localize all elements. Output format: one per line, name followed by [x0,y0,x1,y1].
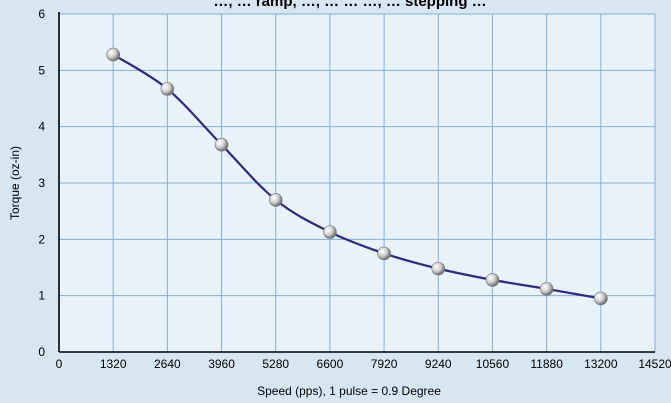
grid-lines [59,13,656,352]
x-tick-label: 10560 [476,357,510,371]
data-point-marker [268,193,283,207]
data-point-markers [106,47,608,306]
data-point-marker [106,47,120,62]
y-tick-label: 0 [38,345,45,359]
x-tick-label: 1320 [100,357,127,371]
x-tick-label: 13200 [584,357,618,371]
x-tick-label: 14520 [638,357,671,371]
y-tick-labels: 0 1 2 3 4 5 6 [38,7,45,359]
data-point-marker [377,246,391,261]
axes [58,12,655,353]
y-tick-label: 5 [38,63,45,77]
x-tick-label: 11880 [530,357,563,371]
x-tick-label: 7920 [371,357,398,371]
data-point-marker [323,225,337,239]
x-tick-label: 5280 [262,357,289,371]
x-tick-labels: 0 1320 2640 3960 5280 6600 7920 9240 10560 11880 1… [56,357,671,371]
y-tick-label: 4 [38,120,45,134]
data-point-marker [594,291,608,306]
y-tick-label: 3 [38,176,45,190]
chart-title: …, … ramp, …, … … …, … stepping … [213,0,486,10]
data-point-marker [214,137,229,152]
x-tick-label: 6600 [317,357,344,371]
x-tick-label: 9240 [425,357,452,371]
data-point-marker [431,261,446,276]
data-point-marker [539,282,554,296]
data-point-marker [160,82,175,96]
x-tick-label: 2640 [154,357,181,371]
x-tick-label: 3960 [208,357,235,371]
y-tick-label: 1 [38,289,45,303]
y-tick-label: 6 [38,7,45,21]
torque-curve-line [112,53,602,300]
data-point-marker [485,273,500,287]
y-tick-label: 2 [38,232,45,246]
y-axis-label: Torque (oz-in) [8,146,22,220]
x-axis-label: Speed (pps), 1 pulse = 0.9 Degree [257,384,441,398]
x-tick-label: 0 [56,357,63,371]
